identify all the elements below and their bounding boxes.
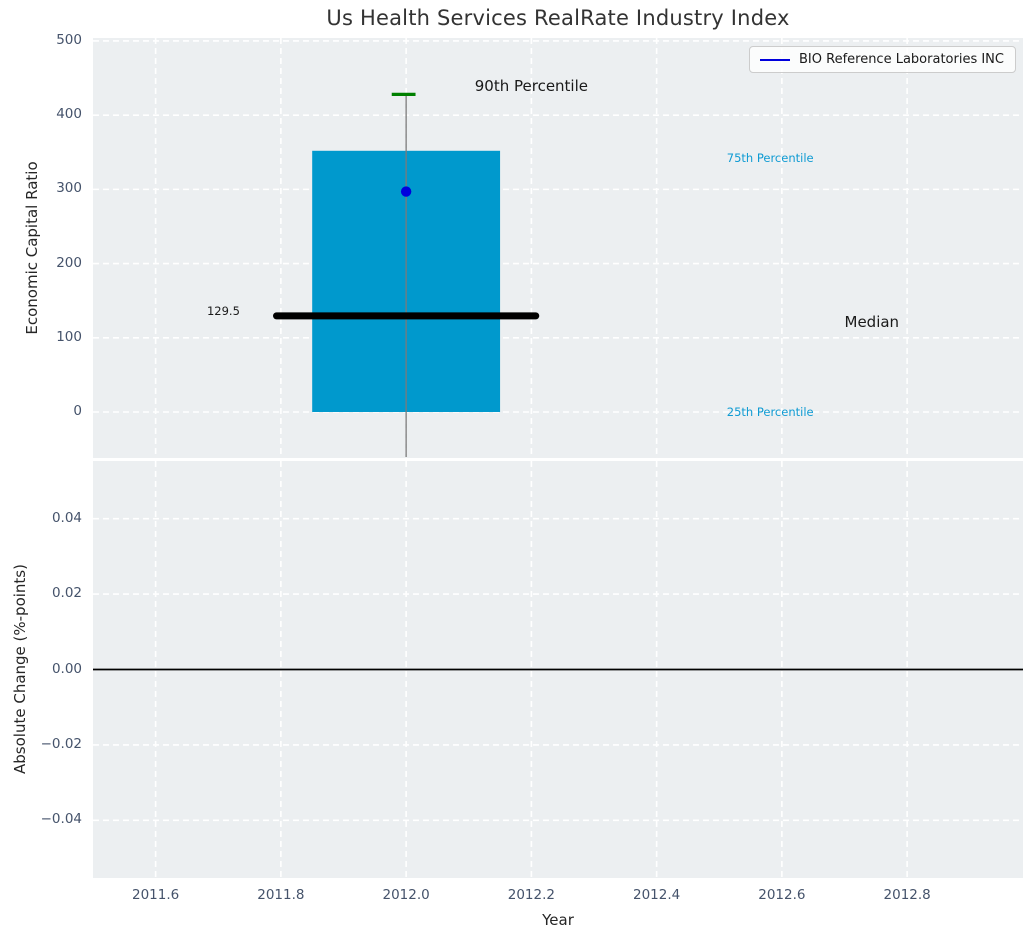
ytick-top: 500 [56, 31, 82, 48]
annotation-median: Median [844, 313, 900, 332]
annotation-25th-percentile: 25th Percentile [726, 404, 814, 419]
xtick: 2011.6 [132, 887, 180, 903]
xtick: 2012.4 [633, 887, 681, 903]
annotation-90th-percentile: 90th Percentile [474, 77, 588, 96]
ylabel-economic-capital-ratio: Economic Capital Ratio [23, 161, 41, 335]
legend-line-sample [760, 58, 790, 61]
ytick-bottom: 0.02 [51, 585, 82, 602]
ylabel-absolute-change: Absolute Change (%-points) [11, 564, 29, 774]
ytick-top: 200 [56, 254, 82, 271]
annotation-75th-percentile: 75th Percentile [726, 151, 814, 166]
xtick: 2012.2 [507, 887, 555, 903]
xtick: 2012.6 [758, 887, 806, 903]
ytick-bottom: 0.00 [51, 660, 82, 677]
legend-label: BIO Reference Laboratories INC [799, 52, 1004, 67]
ytick-top: 400 [56, 106, 82, 123]
xlabel-year: Year [542, 911, 574, 929]
annotation-median-value: 129.5 [206, 304, 240, 319]
ytick-top: 300 [56, 180, 82, 197]
chart-title: Us Health Services RealRate Industry Ind… [326, 6, 790, 30]
company-point [400, 186, 412, 197]
ytick-top: 100 [56, 328, 82, 345]
ytick-top: 0 [73, 402, 82, 419]
ytick-bottom: −0.04 [40, 811, 82, 828]
xtick: 2011.8 [257, 887, 305, 903]
xtick: 2012.0 [382, 887, 430, 903]
ytick-bottom: 0.04 [51, 509, 82, 526]
top-plot-background [93, 38, 1023, 458]
xtick: 2012.8 [883, 887, 931, 903]
ytick-bottom: −0.02 [40, 735, 82, 752]
legend: BIO Reference Laboratories INC [749, 46, 1016, 73]
